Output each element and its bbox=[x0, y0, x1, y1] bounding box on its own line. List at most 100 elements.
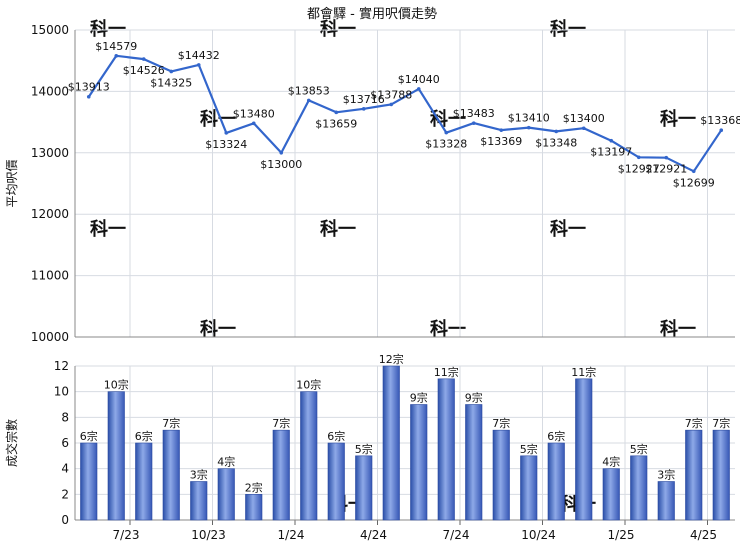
watermark-text: 科一 bbox=[430, 318, 466, 340]
price-point bbox=[554, 129, 559, 134]
volume-data-label: 7宗 bbox=[685, 416, 703, 430]
price-point bbox=[664, 155, 669, 160]
volume-data-label: 12宗 bbox=[379, 352, 404, 366]
bar-x-tick-label: 7/24 bbox=[443, 528, 470, 542]
volume-bar bbox=[685, 429, 703, 521]
volume-bar bbox=[657, 481, 675, 521]
line-y-tick-label: 13000 bbox=[31, 146, 69, 160]
price-point bbox=[361, 107, 366, 111]
volume-data-label: 10宗 bbox=[296, 378, 321, 392]
price-data-label: $13197 bbox=[590, 146, 632, 159]
price-data-label: $13853 bbox=[288, 84, 330, 97]
volume-bar bbox=[190, 481, 208, 521]
price-data-label: $13000 bbox=[260, 158, 302, 171]
volume-data-label: 7宗 bbox=[272, 416, 290, 430]
price-point bbox=[719, 128, 724, 133]
volume-bar bbox=[492, 429, 510, 521]
price-data-label: $13410 bbox=[508, 112, 550, 125]
price-point bbox=[581, 126, 586, 131]
price-data-label: $14579 bbox=[95, 40, 137, 53]
price-point bbox=[389, 102, 394, 107]
price-data-label: $14325 bbox=[150, 76, 192, 89]
volume-bar bbox=[80, 442, 98, 521]
bar-x-tick-label: 4/24 bbox=[360, 528, 387, 542]
volume-data-label: 5宗 bbox=[355, 442, 373, 456]
watermark-text: 科一 bbox=[320, 18, 356, 40]
price-point bbox=[251, 121, 256, 126]
volume-data-label: 5宗 bbox=[520, 442, 538, 456]
price-point bbox=[196, 63, 201, 67]
volume-bar bbox=[217, 468, 235, 521]
price-point bbox=[86, 94, 91, 99]
bar-y-axis-label: 成交宗數 bbox=[4, 419, 19, 467]
volume-data-label: 6宗 bbox=[547, 429, 565, 443]
bar-x-tick-label: 1/24 bbox=[278, 528, 305, 542]
volume-bar bbox=[327, 442, 345, 521]
bar-y-tick-label: 12 bbox=[54, 359, 69, 373]
volume-bar bbox=[135, 442, 153, 521]
bar-x-tick-label: 4/25 bbox=[690, 528, 717, 542]
volume-data-label: 4宗 bbox=[602, 455, 620, 469]
price-point bbox=[499, 128, 504, 132]
watermark-text: 科一 bbox=[430, 108, 466, 130]
volume-data-label: 10宗 bbox=[104, 378, 129, 392]
price-data-label: $13716 bbox=[343, 93, 385, 106]
watermark-text: 科一 bbox=[320, 218, 356, 240]
price-point bbox=[279, 151, 284, 155]
price-data-label: $12699 bbox=[673, 176, 715, 189]
volume-data-label: 6宗 bbox=[135, 429, 153, 443]
watermark-text: 科一 bbox=[550, 18, 586, 40]
price-point bbox=[526, 125, 531, 130]
volume-data-label: 5宗 bbox=[630, 442, 648, 456]
volume-bar bbox=[410, 404, 428, 521]
volume-data-label: 9宗 bbox=[410, 391, 428, 405]
price-data-label: $13659 bbox=[315, 117, 357, 130]
watermark-text: 科一 bbox=[200, 108, 236, 130]
price-point bbox=[334, 110, 339, 115]
volume-data-label: 11宗 bbox=[434, 365, 459, 379]
line-y-tick-label: 15000 bbox=[31, 23, 69, 37]
price-point bbox=[224, 131, 229, 135]
volume-bar bbox=[162, 429, 180, 521]
price-data-label: $13348 bbox=[535, 136, 577, 149]
bar-y-tick-label: 4 bbox=[61, 462, 69, 476]
volume-bar bbox=[465, 404, 483, 521]
watermark-text: 科一 bbox=[90, 218, 126, 240]
volume-bar bbox=[382, 365, 400, 521]
volume-bar bbox=[300, 391, 318, 521]
price-data-label: $13368 bbox=[700, 114, 740, 127]
price-data-label: $13480 bbox=[233, 107, 275, 120]
price-point bbox=[141, 57, 146, 61]
price-point bbox=[609, 138, 614, 143]
volume-bar bbox=[355, 455, 373, 521]
price-point bbox=[114, 54, 119, 58]
volume-bar bbox=[520, 455, 538, 521]
price-series-line bbox=[87, 54, 723, 173]
bar-y-tick-label: 6 bbox=[61, 436, 69, 450]
volume-data-label: 9宗 bbox=[465, 391, 483, 405]
line-y-tick-label: 10000 bbox=[31, 330, 69, 344]
volume-bar bbox=[575, 378, 593, 521]
price-point bbox=[471, 121, 476, 125]
volume-data-label: 3宗 bbox=[190, 468, 208, 482]
volume-bar bbox=[272, 429, 290, 521]
volume-bar bbox=[630, 455, 648, 521]
volume-data-label: 7宗 bbox=[712, 416, 730, 430]
volume-bar bbox=[602, 468, 620, 521]
volume-data-label: 7宗 bbox=[492, 416, 510, 430]
price-point bbox=[636, 155, 641, 160]
line-y-axis-label: 平均呎價 bbox=[5, 159, 19, 207]
bar-x-tick-label: 1/25 bbox=[608, 528, 635, 542]
bar-y-tick-label: 8 bbox=[61, 410, 69, 424]
price-data-label: $13324 bbox=[205, 138, 247, 151]
price-point bbox=[691, 169, 696, 174]
price-data-label: $13913 bbox=[68, 81, 110, 94]
line-y-tick-label: 14000 bbox=[31, 84, 69, 98]
watermark-text: 科一 bbox=[200, 318, 236, 340]
watermark-text: 科一 bbox=[90, 18, 126, 40]
bar-y-tick-label: 10 bbox=[54, 385, 69, 399]
volume-data-label: 11宗 bbox=[571, 365, 596, 379]
volume-data-label: 6宗 bbox=[327, 429, 345, 443]
price-data-label: $13328 bbox=[425, 138, 467, 151]
